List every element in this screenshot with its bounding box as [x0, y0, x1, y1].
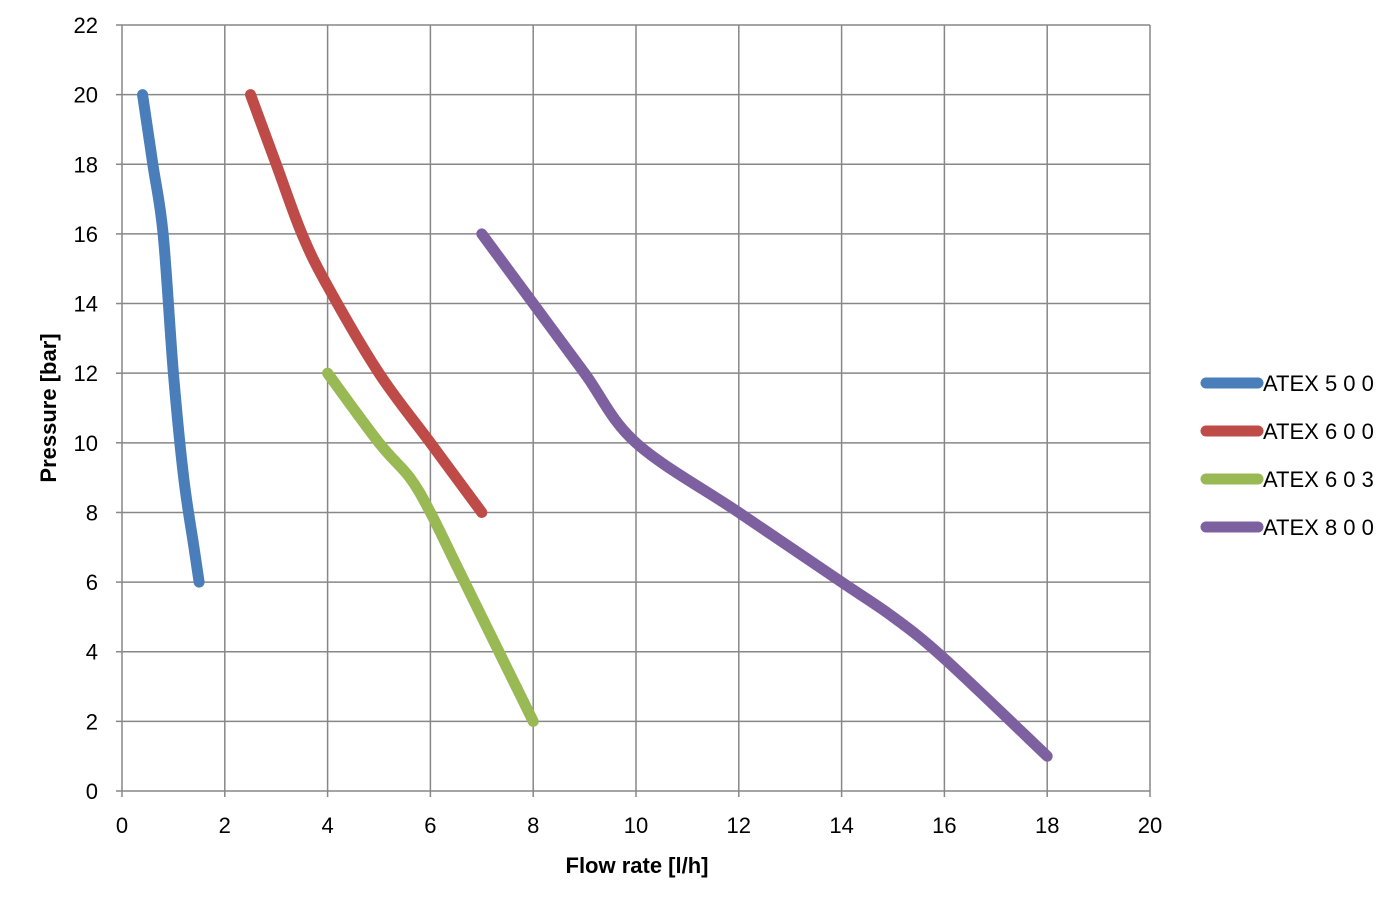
y-tick-label: 0 — [86, 779, 98, 804]
series-line-2 — [245, 89, 488, 518]
x-tick-label: 8 — [527, 813, 539, 838]
series-line-1 — [137, 89, 205, 588]
legend-label-4: ATEX 8 0 0 — [1263, 515, 1374, 540]
y-tick-label: 4 — [86, 640, 98, 665]
legend: ATEX 5 0 0 ATEX 6 0 0 ATEX 6 0 3 ATEX 8 0 0 — [1200, 371, 1374, 540]
y-axis-title: Pressure [bar] — [36, 333, 61, 482]
y-tick-label: 18 — [74, 152, 98, 177]
x-tick-label: 16 — [932, 813, 956, 838]
legend-label-3: ATEX 6 0 3 — [1263, 467, 1374, 492]
x-tick-label: 20 — [1138, 813, 1162, 838]
x-axis-title: Flow rate [l/h] — [566, 853, 709, 878]
x-tick-label: 2 — [219, 813, 231, 838]
y-tick-label: 6 — [86, 570, 98, 595]
y-tick-label: 14 — [74, 292, 98, 317]
y-tick-label: 20 — [74, 83, 98, 108]
series-line-4 — [476, 228, 1053, 762]
y-tick-label: 2 — [86, 709, 98, 734]
x-tick-label: 18 — [1035, 813, 1059, 838]
legend-label-2: ATEX 6 0 0 — [1263, 419, 1374, 444]
series-line-3 — [322, 367, 539, 727]
y-tick-label: 22 — [74, 13, 98, 38]
x-tick-label: 12 — [727, 813, 751, 838]
x-tick-label: 10 — [624, 813, 648, 838]
x-tick-label: 6 — [424, 813, 436, 838]
y-tick-label: 16 — [74, 222, 98, 247]
y-tick-label: 12 — [74, 361, 98, 386]
axes: 0 2 4 6 8 10 12 14 16 18 20 0 2 4 6 8 10 12 14 16 18 20 22 — [74, 13, 1163, 838]
y-tick-label: 8 — [86, 500, 98, 525]
x-tick-label: 14 — [829, 813, 853, 838]
series-lines — [137, 89, 1053, 762]
x-tick-label: 0 — [116, 813, 128, 838]
gridlines — [121, 24, 1151, 792]
y-tick-label: 10 — [74, 431, 98, 456]
x-tick-label: 4 — [321, 813, 333, 838]
legend-label-1: ATEX 5 0 0 — [1263, 371, 1374, 396]
